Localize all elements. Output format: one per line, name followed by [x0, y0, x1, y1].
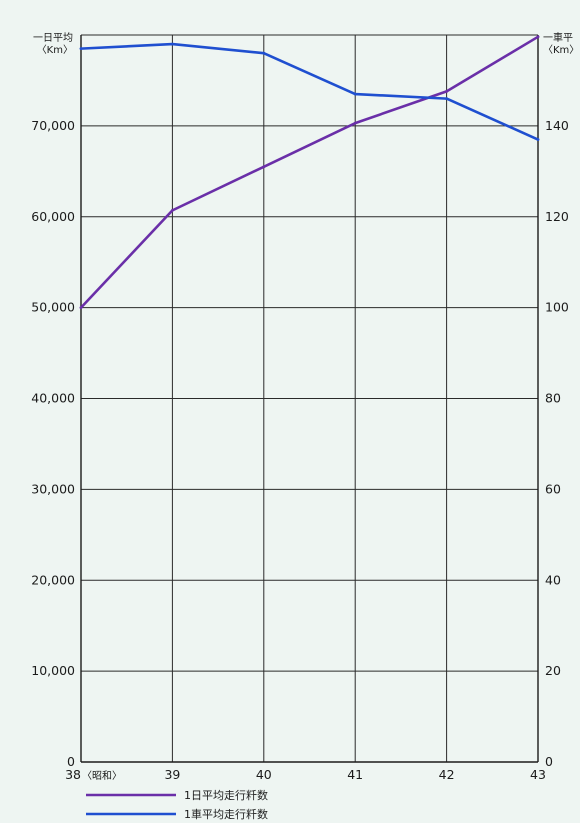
legend-label-2: 1車平均走行粁数 [184, 807, 268, 821]
data-point [536, 35, 540, 39]
right-tick-label: 100 [545, 300, 569, 315]
left-tick-label: 50,000 [31, 300, 75, 315]
data-point [79, 306, 83, 310]
data-point [262, 165, 266, 169]
data-point [353, 92, 357, 96]
left-tick-label: 70,000 [31, 118, 75, 133]
right-tick-label: 60 [545, 481, 561, 496]
left-tick-label: 0 [67, 754, 75, 769]
right-tick-label: 120 [545, 209, 569, 224]
x-era-label: 〈昭和〉 [82, 770, 122, 782]
data-point [171, 42, 174, 46]
data-point [171, 208, 174, 212]
right-tick-label: 40 [545, 572, 561, 587]
data-point [262, 51, 266, 55]
right-tick-label: 140 [545, 118, 569, 133]
x-tick-label: 41 [347, 767, 363, 782]
left-tick-label: 30,000 [31, 481, 75, 496]
left-tick-label: 20,000 [31, 572, 75, 587]
data-point [536, 138, 540, 141]
data-point [353, 121, 357, 125]
x-tick-label: 43 [530, 767, 546, 782]
legend-label-1: 1日平均走行粁数 [184, 789, 268, 802]
left-axis-unit: 〈Km〉 [37, 44, 73, 56]
right-tick-label: 0 [545, 754, 553, 769]
right-axis-unit: 〈Km〉 [543, 44, 579, 56]
left-tick-label: 10,000 [31, 663, 75, 678]
x-tick-label: 38 [65, 767, 81, 782]
series-line-2 [79, 42, 540, 141]
right-tick-label: 80 [545, 391, 561, 406]
x-tick-label: 40 [256, 767, 272, 782]
left-tick-label: 60,000 [31, 209, 75, 224]
data-point [445, 97, 448, 101]
x-tick-label: 42 [439, 767, 455, 782]
left-axis-title: 一日平均 [33, 32, 73, 44]
left-tick-label: 40,000 [31, 391, 75, 406]
x-tick-label: 39 [164, 767, 180, 782]
right-axis-title: 一車平 [543, 31, 573, 44]
series-line-1 [79, 35, 540, 309]
right-tick-label: 20 [545, 663, 561, 678]
data-point [79, 47, 83, 51]
data-point [445, 89, 448, 93]
